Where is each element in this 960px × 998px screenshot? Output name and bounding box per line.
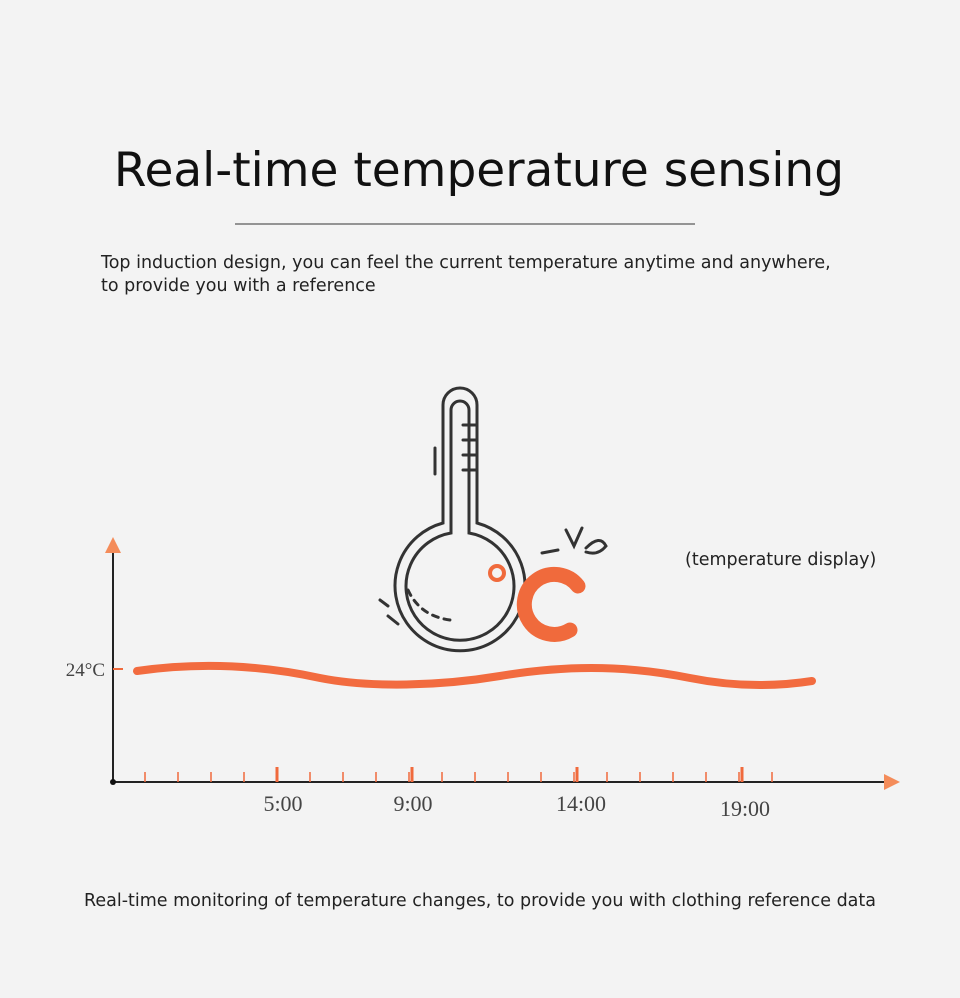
x-label: 9:00 (393, 791, 432, 816)
title: Real-time temperature sensing (114, 143, 844, 198)
illustration-label: (temperature display) (685, 550, 876, 570)
subtitle-line: to provide you with a reference (101, 276, 376, 296)
y-label: 24°C (66, 660, 105, 681)
caption: Real-time monitoring of temperature chan… (84, 891, 876, 911)
x-label: 5:00 (263, 791, 302, 816)
x-label: 14:00 (556, 791, 606, 816)
x-label: 19:00 (720, 796, 770, 821)
y-axis-arrow (105, 537, 121, 553)
degree-sign (488, 564, 506, 582)
temperature-wave (133, 661, 816, 690)
subtitle-line: Top induction design, you can feel the c… (100, 253, 831, 273)
thermometer-icon (378, 386, 608, 653)
axis-origin (110, 779, 116, 785)
x-axis-arrow (884, 774, 900, 790)
celsius-icon (516, 566, 586, 642)
